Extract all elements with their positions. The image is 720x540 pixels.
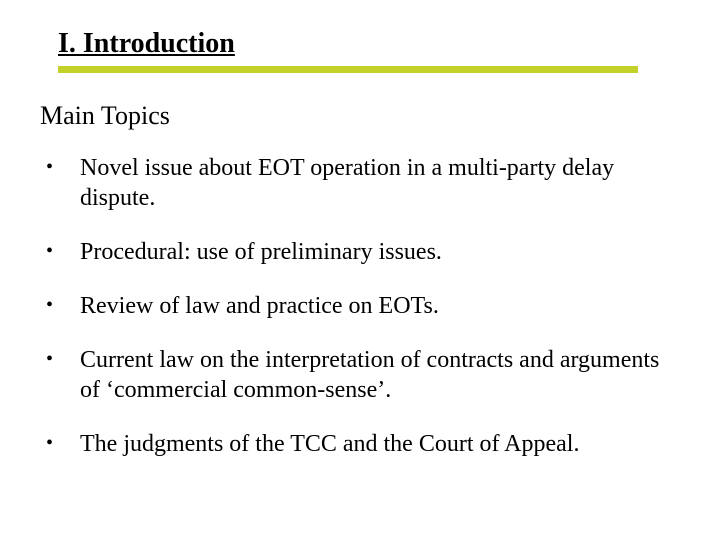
bullet-icon: • bbox=[46, 237, 80, 265]
list-item-text: Novel issue about EOT operation in a mul… bbox=[80, 153, 680, 213]
list-item: • Current law on the interpretation of c… bbox=[46, 345, 680, 405]
slide-title: I. Introduction bbox=[58, 28, 680, 60]
list-item-text: Current law on the interpretation of con… bbox=[80, 345, 680, 405]
accent-bar bbox=[58, 66, 638, 73]
list-item-text: Review of law and practice on EOTs. bbox=[80, 291, 680, 321]
bullet-icon: • bbox=[46, 345, 80, 373]
title-block: I. Introduction bbox=[40, 28, 680, 73]
slide: I. Introduction Main Topics • Novel issu… bbox=[0, 0, 720, 540]
list-item-text: The judgments of the TCC and the Court o… bbox=[80, 429, 680, 459]
list-item-text: Procedural: use of preliminary issues. bbox=[80, 237, 680, 267]
bullet-icon: • bbox=[46, 153, 80, 181]
list-item: • Novel issue about EOT operation in a m… bbox=[46, 153, 680, 213]
list-item: • Procedural: use of preliminary issues. bbox=[46, 237, 680, 267]
list-item: • The judgments of the TCC and the Court… bbox=[46, 429, 680, 459]
bullet-icon: • bbox=[46, 291, 80, 319]
bullet-icon: • bbox=[46, 429, 80, 457]
topic-list: • Novel issue about EOT operation in a m… bbox=[40, 153, 680, 459]
list-item: • Review of law and practice on EOTs. bbox=[46, 291, 680, 321]
subhead: Main Topics bbox=[40, 101, 680, 131]
